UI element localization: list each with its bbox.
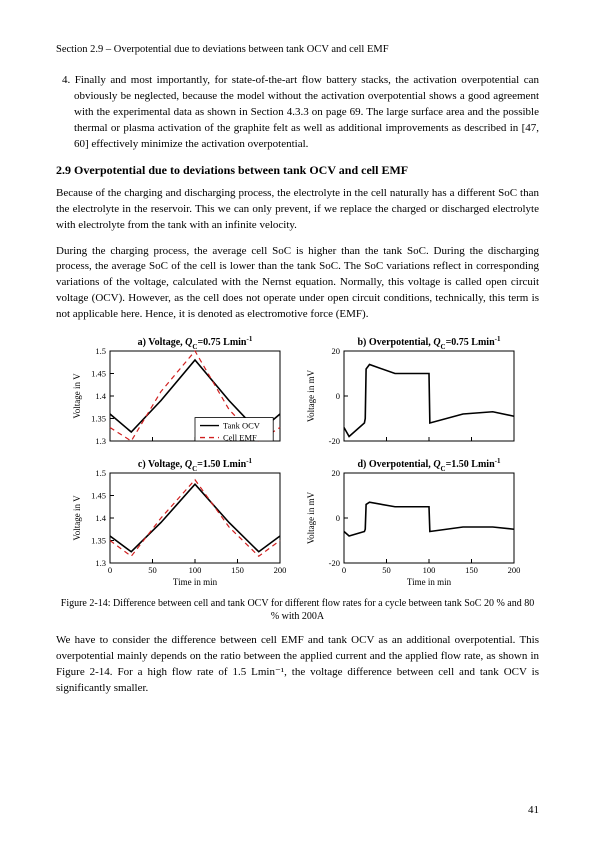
list-item-4: 4. Finally and most importantly, for sta… xyxy=(56,73,539,153)
paragraph-1: Because of the charging and discharging … xyxy=(56,186,539,234)
svg-text:1.35: 1.35 xyxy=(91,414,106,424)
svg-text:a) Voltage, QC=0.75 Lmin-1: a) Voltage, QC=0.75 Lmin-1 xyxy=(138,335,253,351)
svg-text:0: 0 xyxy=(108,565,112,575)
svg-text:100: 100 xyxy=(423,565,436,575)
svg-text:50: 50 xyxy=(148,565,157,575)
svg-text:Voltage in V: Voltage in V xyxy=(72,373,82,419)
svg-text:1.35: 1.35 xyxy=(91,536,106,546)
paragraph-3: We have to consider the difference betwe… xyxy=(56,633,539,697)
svg-text:1.5: 1.5 xyxy=(95,468,106,478)
svg-text:Voltage in V: Voltage in V xyxy=(72,495,82,541)
paragraph-2: During the charging process, the average… xyxy=(56,244,539,324)
svg-text:1.5: 1.5 xyxy=(95,346,106,356)
svg-text:1.4: 1.4 xyxy=(95,513,106,523)
svg-text:200: 200 xyxy=(274,565,287,575)
svg-text:1.3: 1.3 xyxy=(95,558,106,568)
svg-text:0: 0 xyxy=(336,391,340,401)
svg-text:200: 200 xyxy=(508,565,521,575)
svg-text:d) Overpotential, QC=1.50 Lmin: d) Overpotential, QC=1.50 Lmin-1 xyxy=(357,457,501,473)
page-header: Section 2.9 – Overpotential due to devia… xyxy=(56,44,539,55)
svg-text:20: 20 xyxy=(332,346,341,356)
page-number: 41 xyxy=(528,804,539,816)
svg-text:20: 20 xyxy=(332,468,341,478)
svg-text:Tank OCV: Tank OCV xyxy=(223,421,261,431)
svg-text:50: 50 xyxy=(382,565,391,575)
svg-text:100: 100 xyxy=(189,565,202,575)
svg-text:-20: -20 xyxy=(329,558,340,568)
svg-text:Time in min: Time in min xyxy=(407,577,452,587)
svg-text:1.4: 1.4 xyxy=(95,391,106,401)
svg-text:150: 150 xyxy=(231,565,244,575)
svg-text:1.45: 1.45 xyxy=(91,491,106,501)
figure-caption: Figure 2-14: Difference between cell and… xyxy=(56,597,539,623)
svg-text:Voltage in mV: Voltage in mV xyxy=(306,492,316,545)
section-heading: 2.9 Overpotential due to deviations betw… xyxy=(56,163,539,178)
svg-text:c) Voltage, QC=1.50 Lmin-1: c) Voltage, QC=1.50 Lmin-1 xyxy=(138,457,253,473)
svg-text:1.3: 1.3 xyxy=(95,436,106,446)
svg-text:1.45: 1.45 xyxy=(91,369,106,379)
page: Section 2.9 – Overpotential due to devia… xyxy=(0,0,595,842)
svg-text:Voltage in mV: Voltage in mV xyxy=(306,370,316,423)
figure-2-14: a) Voltage, QC=0.75 Lmin-11.31.351.41.45… xyxy=(56,333,539,593)
svg-text:Cell EMF: Cell EMF xyxy=(223,433,257,443)
svg-text:0: 0 xyxy=(342,565,346,575)
svg-text:Time in min: Time in min xyxy=(173,577,218,587)
svg-text:0: 0 xyxy=(336,513,340,523)
figure-svg: a) Voltage, QC=0.75 Lmin-11.31.351.41.45… xyxy=(56,333,526,593)
svg-text:b) Overpotential, QC=0.75 Lmin: b) Overpotential, QC=0.75 Lmin-1 xyxy=(357,335,501,351)
svg-text:-20: -20 xyxy=(329,436,340,446)
svg-text:150: 150 xyxy=(465,565,478,575)
